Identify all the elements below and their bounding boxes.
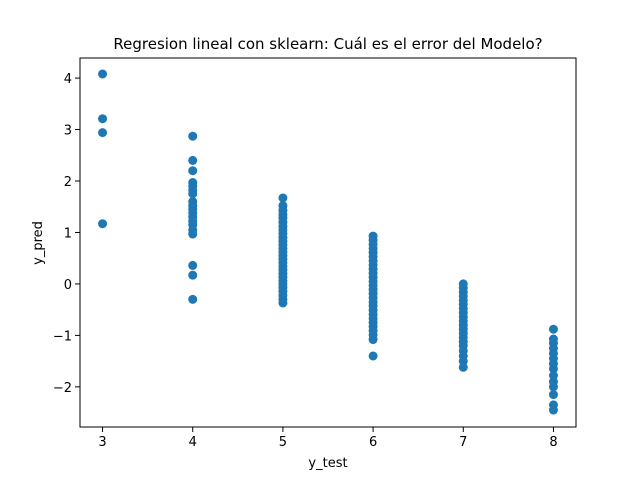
point — [458, 362, 468, 372]
x-axis-label: y_test — [308, 456, 347, 471]
point — [548, 382, 558, 392]
y-tick-label: 4 — [64, 72, 72, 87]
point — [188, 229, 198, 239]
x-tick-label: 8 — [549, 435, 557, 450]
y-tick-label: 0 — [64, 278, 72, 293]
y-axis-label: y_pred — [31, 221, 46, 265]
point — [188, 155, 198, 165]
y-tick-label: 3 — [64, 124, 72, 139]
point — [98, 114, 108, 124]
x-tick-label: 4 — [189, 435, 197, 450]
x-tick-label: 5 — [279, 435, 287, 450]
x-tick-label: 3 — [98, 435, 106, 450]
point — [188, 166, 198, 176]
plot-frame — [79, 57, 577, 428]
point — [278, 298, 288, 308]
point — [98, 69, 108, 79]
point — [548, 371, 558, 381]
point — [548, 405, 558, 415]
y-tick-label: −2 — [53, 381, 72, 396]
x-tick-label: 7 — [459, 435, 467, 450]
x-tick-label: 6 — [369, 435, 377, 450]
point — [368, 335, 378, 345]
point — [278, 193, 288, 203]
point — [188, 294, 198, 304]
y-tick-label: 1 — [64, 226, 72, 241]
point — [548, 390, 558, 400]
point — [458, 356, 468, 366]
point — [188, 260, 198, 270]
point — [98, 219, 108, 229]
point — [548, 324, 558, 334]
y-tick-label: 2 — [64, 175, 72, 190]
point — [548, 364, 558, 374]
point — [188, 131, 198, 141]
point — [188, 189, 198, 199]
y-tick-label: −1 — [53, 329, 72, 344]
point — [188, 270, 198, 280]
point — [98, 128, 108, 138]
point — [368, 351, 378, 361]
chart-title: Regresion lineal con sklearn: Cuál es el… — [113, 35, 542, 53]
